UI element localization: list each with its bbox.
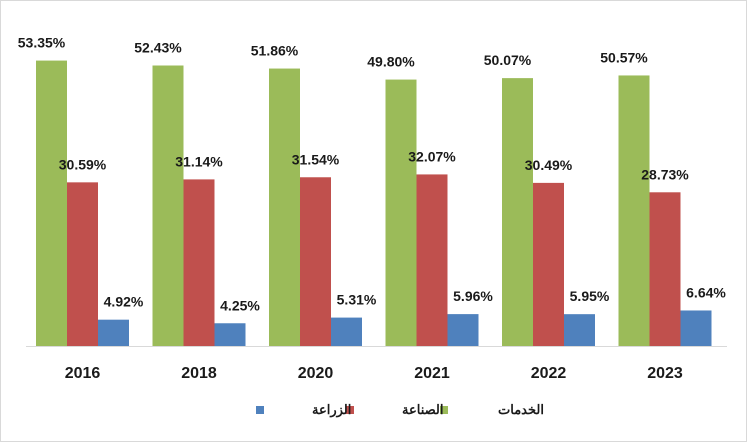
data-label: 30.59% [59,156,107,172]
x-tick-label: 2023 [647,365,683,382]
data-label: 5.95% [570,288,610,304]
bar [98,319,129,346]
bar [416,174,448,346]
data-label: 50.57% [600,49,648,65]
x-tick-label: 2018 [181,365,217,382]
bar [300,177,331,346]
bar [152,65,184,346]
bar [385,79,417,346]
data-label: 51.86% [251,43,299,59]
data-label: 5.96% [453,288,493,304]
x-tick-label: 2022 [531,365,567,382]
data-label: 52.43% [134,39,182,55]
data-label: 4.92% [104,294,144,310]
data-label: 4.25% [220,297,260,313]
legend-label: الزراعة [312,402,351,418]
bar [67,182,98,346]
bar [533,182,564,346]
bar [214,323,246,346]
legend-label: الخدمات [498,402,544,417]
bar [618,75,650,346]
data-label: 31.14% [175,153,223,169]
bar [447,314,479,346]
bar [36,60,67,346]
data-label: 32.07% [408,148,456,164]
data-label: 31.54% [292,151,340,167]
data-label: 6.64% [686,284,726,300]
data-label: 50.07% [484,52,532,68]
data-label: 53.35% [18,35,66,51]
bar [564,314,595,346]
bar [183,179,215,346]
bar [680,310,712,346]
bar [502,78,533,347]
legend-swatch [256,406,264,414]
x-tick-label: 2021 [414,365,450,382]
legend-label: الصناعة [402,402,443,417]
legend-swatch [346,406,354,414]
data-label: 49.80% [367,54,415,70]
data-label: 28.73% [641,166,689,182]
bar [269,68,300,346]
bar [331,317,362,346]
x-tick-label: 2020 [298,365,334,382]
x-tick-label: 2016 [65,365,101,382]
bar [649,192,681,346]
legend-swatch [440,406,448,414]
data-label: 30.49% [525,157,573,173]
data-label: 5.31% [337,292,377,308]
